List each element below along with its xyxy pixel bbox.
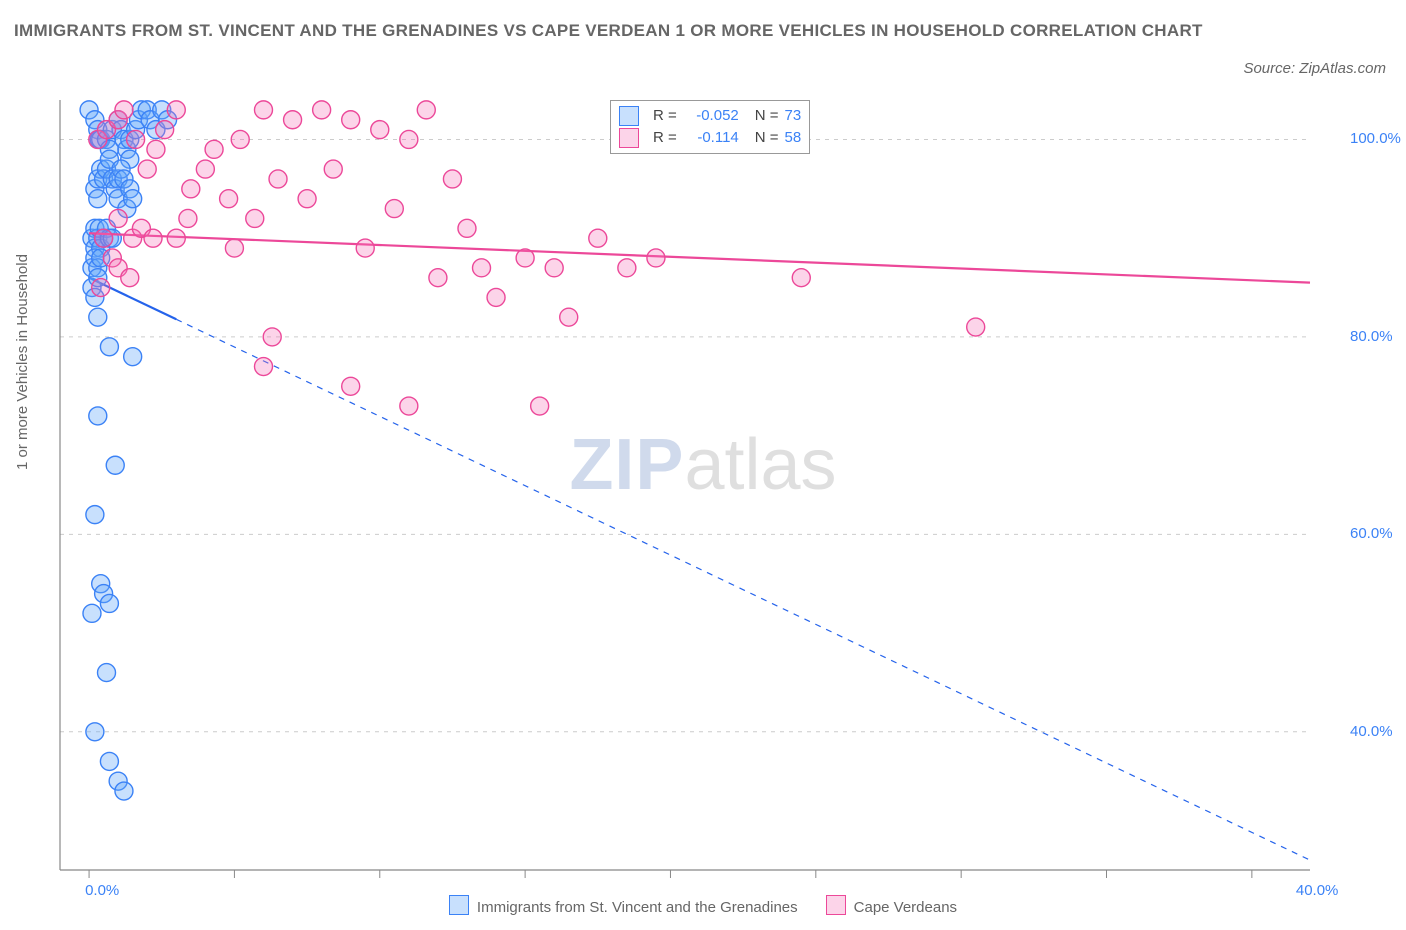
r-value: -0.052 bbox=[683, 105, 739, 127]
plot-area bbox=[50, 100, 1380, 880]
legend-swatch-icon bbox=[619, 106, 639, 126]
n-value: 58 bbox=[785, 127, 802, 149]
n-label: N = bbox=[755, 127, 779, 149]
legend-label: Immigrants from St. Vincent and the Gren… bbox=[477, 899, 798, 916]
legend-swatch-icon bbox=[826, 895, 846, 915]
r-label: R = bbox=[653, 105, 677, 127]
correlation-box: R = -0.052 N = 73 R = -0.114 N = 58 bbox=[610, 100, 810, 154]
n-label: N = bbox=[755, 105, 779, 127]
y-tick-label: 100.0% bbox=[1350, 130, 1401, 147]
chart-title: IMMIGRANTS FROM ST. VINCENT AND THE GREN… bbox=[14, 18, 1246, 44]
correlation-row: R = -0.114 N = 58 bbox=[619, 127, 801, 149]
legend-swatch-icon bbox=[619, 128, 639, 148]
legend-label: Cape Verdeans bbox=[854, 899, 957, 916]
plot-svg bbox=[50, 100, 1380, 880]
n-value: 73 bbox=[785, 105, 802, 127]
r-label: R = bbox=[653, 127, 677, 149]
y-tick-label: 80.0% bbox=[1350, 328, 1393, 345]
bottom-legend: Immigrants from St. Vincent and the Gren… bbox=[0, 895, 1406, 916]
correlation-row: R = -0.052 N = 73 bbox=[619, 105, 801, 127]
y-tick-label: 60.0% bbox=[1350, 525, 1393, 542]
legend-swatch-icon bbox=[449, 895, 469, 915]
chart-container: IMMIGRANTS FROM ST. VINCENT AND THE GREN… bbox=[0, 0, 1406, 930]
y-axis-label: 1 or more Vehicles in Household bbox=[14, 254, 31, 470]
legend-item-svg: Immigrants from St. Vincent and the Gren… bbox=[449, 895, 798, 916]
r-value: -0.114 bbox=[683, 127, 739, 149]
legend-item-cv: Cape Verdeans bbox=[826, 895, 957, 916]
y-tick-label: 40.0% bbox=[1350, 723, 1393, 740]
source-label: Source: ZipAtlas.com bbox=[1243, 60, 1386, 77]
